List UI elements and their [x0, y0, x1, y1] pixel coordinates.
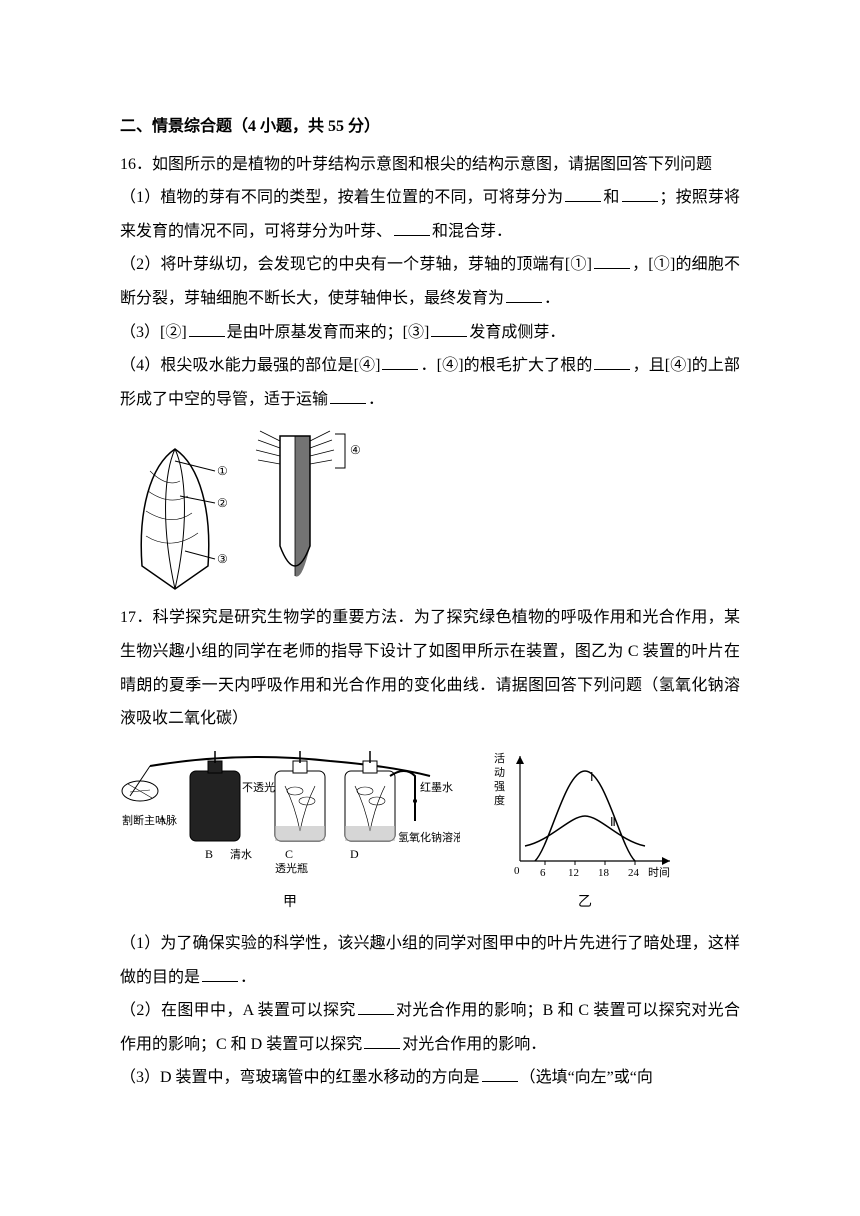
q16-p3a: （3）[②] [120, 324, 187, 341]
ylabel-4: 度 [494, 793, 505, 807]
blank [394, 220, 430, 236]
q16-intro: 16．如图所示的是植物的叶芽结构示意图和根尖的结构示意图，请据图回答下列问题 [120, 148, 740, 182]
apparatus-diagram: 割断主叶脉 A 不透光瓶 B 清水 C 透 [120, 746, 460, 886]
q16-figure: ① ② ③ ④ [120, 426, 740, 591]
q16-p4d: ． [368, 391, 384, 408]
label-C: C [285, 847, 293, 861]
q16-p3: （3）[②] 是由叶原基发育而来的；[③] 发育成侧芽． [120, 316, 740, 350]
ylabel-2: 动 [494, 766, 505, 779]
blank [506, 287, 542, 303]
label-naoh: 氢氧化钠溶液 [398, 830, 460, 844]
q16-p1d: 和混合芽． [432, 223, 512, 240]
label-1: ① [217, 464, 228, 478]
caption-yi: 乙 [578, 888, 592, 917]
q16-p2c: ． [544, 290, 560, 307]
label-redink: 红墨水 [420, 781, 453, 794]
blank [565, 186, 601, 202]
q17-intro: 17．科学探究是研究生物学的重要方法．为了探究绿色植物的呼吸作用和光合作用，某生… [120, 601, 740, 735]
q17-p3: （3）D 装置中，弯玻璃管中的红墨水移动的方向是 （选填“向左”或“向 [120, 1061, 740, 1095]
ylabel-1: 活 [494, 752, 505, 765]
q16-p4a: （4）根尖吸水能力最强的部位是[④] [120, 357, 380, 374]
q17-p3b: （选填“向左”或“向 [520, 1069, 653, 1086]
q16-p4b: ．[④]的根毛扩大了根的 [420, 357, 592, 374]
x6: 6 [540, 867, 546, 879]
blank [358, 999, 394, 1015]
label-clear: 透光瓶 [275, 861, 308, 875]
blank [482, 1066, 518, 1082]
blank [622, 186, 658, 202]
label-4: ④ [350, 443, 361, 457]
blank [594, 354, 630, 370]
label-A: A [158, 813, 167, 827]
x0: 0 [514, 865, 520, 877]
x24: 24 [628, 867, 640, 879]
blank [202, 966, 238, 982]
q17-p1b: ． [240, 969, 256, 986]
activity-curve-chart: 活 动 强 度 Ⅰ Ⅱ 0 6 12 18 24 时间 [490, 746, 680, 886]
label-cut-vein: 割断主叶脉 [122, 813, 177, 827]
label-3: ③ [217, 552, 228, 566]
root-tip-diagram: ④ [240, 426, 370, 591]
q17-p2a: （2）在图甲中，A 装置可以探究 [120, 1002, 356, 1019]
q16-p1b: 和 [603, 189, 619, 206]
q16-p2a: （2）将叶芽纵切，会发现它的中央有一个芽轴，芽轴的顶端有[①] [120, 256, 592, 273]
q17-figure-left: 割断主叶脉 A 不透光瓶 B 清水 C 透 [120, 746, 460, 917]
caption-jia: 甲 [283, 888, 297, 917]
blank [431, 321, 467, 337]
q16-p1: （1）植物的芽有不同的类型，按着生位置的不同，可将芽分为和；按照芽将来发育的情况… [120, 181, 740, 248]
q17-figure-right: 活 动 强 度 Ⅰ Ⅱ 0 6 12 18 24 时间 乙 [490, 746, 680, 917]
q17-p2: （2）在图甲中，A 装置可以探究对光合作用的影响；B 和 C 装置可以探究对光合… [120, 994, 740, 1061]
q17-p2c: 对光合作用的影响． [402, 1036, 546, 1053]
q17-p1: （1）为了确保实验的科学性，该兴趣小组的同学对图甲中的叶片先进行了暗处理，这样做… [120, 927, 740, 994]
label-2: ② [217, 496, 228, 510]
blank [382, 354, 418, 370]
x18: 18 [598, 867, 610, 879]
ylabel-3: 强 [494, 781, 505, 793]
label-II: Ⅱ [610, 815, 616, 829]
q16-p3c: 发育成侧芽． [469, 324, 565, 341]
section-heading: 二、情景综合题（4 小题，共 55 分） [120, 110, 740, 144]
q16-p4: （4）根尖吸水能力最强的部位是[④]．[④]的根毛扩大了根的，且[④]的上部形成… [120, 349, 740, 416]
label-B: B [205, 847, 213, 861]
xlabel: 时间 [648, 866, 670, 879]
blank [364, 1033, 400, 1049]
q17-p3a: （3）D 装置中，弯玻璃管中的红墨水移动的方向是 [120, 1069, 480, 1086]
x12: 12 [568, 867, 579, 879]
q16-p3b: 是由叶原基发育而来的；[③] [227, 324, 430, 341]
blank [594, 253, 630, 269]
q16-p2: （2）将叶芽纵切，会发现它的中央有一个芽轴，芽轴的顶端有[①]，[①]的细胞不断… [120, 248, 740, 315]
blank [189, 321, 225, 337]
blank [330, 388, 366, 404]
label-I: Ⅰ [590, 770, 594, 784]
leaf-bud-diagram: ① ② ③ [120, 441, 230, 591]
label-water: 清水 [230, 848, 252, 861]
label-D: D [350, 847, 359, 861]
q16-p1a: （1）植物的芽有不同的类型，按着生位置的不同，可将芽分为 [120, 189, 563, 206]
q17-figure: 割断主叶脉 A 不透光瓶 B 清水 C 透 [120, 746, 740, 917]
